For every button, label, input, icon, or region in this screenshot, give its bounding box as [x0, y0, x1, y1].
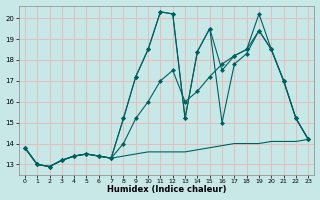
X-axis label: Humidex (Indice chaleur): Humidex (Indice chaleur) [107, 185, 226, 194]
